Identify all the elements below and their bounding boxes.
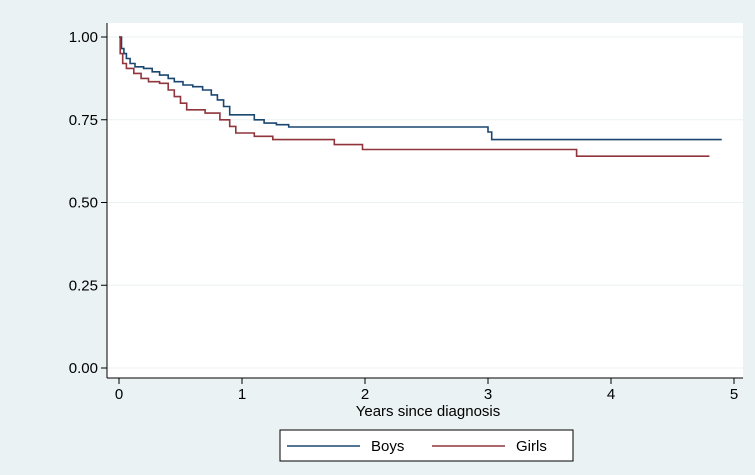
y-tick-label: 0.00 [69, 360, 98, 377]
x-tick-label: 3 [484, 386, 492, 403]
x-tick-label: 4 [607, 386, 615, 403]
series-line-girls [119, 36, 710, 157]
y-tick-label: 0.75 [69, 112, 98, 129]
legend: Boys Girls [279, 429, 574, 462]
x-tick-label: 0 [115, 386, 123, 403]
x-tick-label: 1 [238, 386, 246, 403]
series-line-boys [119, 36, 722, 141]
grid-layer [107, 36, 743, 369]
plot-area [107, 23, 743, 378]
legend-label-girls: Girls [516, 438, 547, 455]
x-tick-label: 2 [361, 386, 369, 403]
axes-layer: 0.00 0.25 0.50 0.75 1.00 0 1 2 3 4 5 [69, 23, 743, 403]
series-layer [119, 36, 722, 157]
y-tick-label: 1.00 [69, 29, 98, 46]
y-tick-label: 0.25 [69, 277, 98, 294]
x-axis-label: Years since diagnosis [356, 403, 501, 420]
y-tick-label: 0.50 [69, 195, 98, 212]
legend-label-boys: Boys [371, 438, 404, 455]
x-tick-label: 5 [730, 386, 738, 403]
